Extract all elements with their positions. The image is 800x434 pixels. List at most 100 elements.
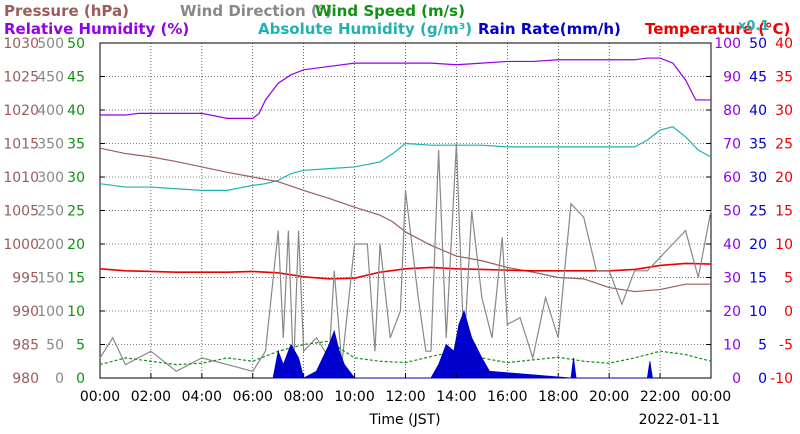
y-tick-label-temperature: 5 [784, 271, 793, 287]
series-layer [99, 57, 712, 379]
series-relative-humidity [100, 57, 711, 119]
y-tick-label-pressure: 1000 [3, 237, 39, 253]
y-tick-label-temperature: -10 [770, 371, 793, 387]
legend-entry: x0.1 [738, 19, 769, 34]
y-tick-label-wind-speed: 40 [67, 103, 85, 119]
y-tick-label-pressure: 1015 [3, 137, 39, 153]
legend-entry: Rain Rate(mm/h) [478, 20, 621, 38]
y-tick-label-temperature: 35 [775, 70, 793, 86]
y-tick-label-rain-rate: 45 [749, 70, 767, 86]
series-rain-rate-mm-h [272, 309, 653, 379]
series-wind-direction [99, 143, 712, 373]
legend-entry: Wind Direction (°) [180, 2, 332, 20]
x-axis-label: Time (JST) [368, 412, 440, 428]
y-tick-label-pressure: 980 [12, 371, 39, 387]
y-tick-label-wind-speed: 30 [67, 170, 85, 186]
y-tick-label-relative-humidity: 20 [723, 304, 741, 320]
y-tick-label-pressure: 1025 [3, 70, 39, 86]
y-tick-label-wind-speed: 25 [67, 204, 85, 220]
y-tick-label-pressure: 1010 [3, 170, 39, 186]
y-tick-label-wind-speed: 10 [67, 304, 85, 320]
x-axis: 00:00 02:00 04:00 06:00 08:00 10:00 12:00 14:00… [80, 373, 731, 405]
series-absolute-humidity-g-m [99, 126, 712, 191]
y-tick-label-wind-direction: 50 [46, 338, 64, 354]
y-tick-label-wind-direction: 450 [37, 70, 64, 86]
y-tick-label-temperature: -5 [779, 338, 793, 354]
y-tick-label-wind-speed: 45 [67, 70, 85, 86]
y-tick-label-pressure: 995 [12, 271, 39, 287]
legend-entry: Relative Humidity (%) [4, 20, 189, 38]
y-tick-label-pressure: 1030 [3, 36, 39, 52]
y-tick-label-temperature: 0 [784, 304, 793, 320]
legend: Pressure (hPa) Wind Direction (°)Wind Spe… [4, 2, 790, 38]
series-wind-speed-m-s [99, 340, 712, 366]
y-tick-label-wind-direction: 150 [37, 271, 64, 287]
y-tick-label-wind-speed: 20 [67, 237, 85, 253]
y-tick-label-relative-humidity: 80 [723, 103, 741, 119]
x-tick-label: 08:00 [283, 389, 323, 405]
series-pressure-hpa [99, 147, 711, 293]
y-tick-label-rain-rate: 10 [749, 304, 767, 320]
legend-entry: Absolute Humidity (g/m³) [258, 20, 472, 38]
y-tick-label-wind-direction: 100 [37, 304, 64, 320]
x-tick-label: 00:00 [80, 389, 120, 405]
y-tick-label-wind-direction: 300 [37, 170, 64, 186]
y-tick-label-temperature: 15 [775, 204, 793, 220]
y-tick-label-temperature: 25 [775, 137, 793, 153]
y-tick-label-wind-direction: 200 [37, 237, 64, 253]
y-tick-label-pressure: 1020 [3, 103, 39, 119]
x-tick-label: 10:00 [334, 389, 374, 405]
y-tick-label-relative-humidity: 30 [723, 271, 741, 287]
y-tick-label-relative-humidity: 10 [723, 338, 741, 354]
y-axes: 1030102510201015101010051000995990985980… [3, 36, 793, 387]
legend-entry: Temperature (°C) [645, 20, 790, 38]
y-tick-label-rain-rate: 40 [749, 103, 767, 119]
y-tick-label-wind-speed: 15 [67, 271, 85, 287]
x-tick-label: 16:00 [487, 389, 527, 405]
y-tick-label-relative-humidity: 0 [732, 371, 741, 387]
date-label: 2022-01-11 [639, 412, 720, 428]
y-tick-label-relative-humidity: 40 [723, 237, 741, 253]
legend-entry: Pressure (hPa) [4, 2, 129, 20]
y-tick-label-relative-humidity: 60 [723, 170, 741, 186]
y-tick-label-rain-rate: 35 [749, 137, 767, 153]
y-tick-label-wind-direction: 500 [37, 36, 64, 52]
y-tick-label-pressure: 985 [12, 338, 39, 354]
y-tick-label-pressure: 990 [12, 304, 39, 320]
y-tick-label-temperature: 10 [775, 237, 793, 253]
y-tick-label-wind-direction: 0 [55, 371, 64, 387]
y-tick-label-rain-rate: 25 [749, 204, 767, 220]
y-tick-label-temperature: 30 [775, 103, 793, 119]
x-tick-label: 14:00 [436, 389, 476, 405]
y-tick-label-relative-humidity: 100 [714, 36, 741, 52]
x-tick-label: 12:00 [385, 389, 425, 405]
y-tick-label-wind-speed: 5 [76, 338, 85, 354]
y-tick-label-temperature: 40 [775, 36, 793, 52]
y-tick-label-wind-direction: 400 [37, 103, 64, 119]
y-tick-label-relative-humidity: 90 [723, 70, 741, 86]
legend-entry: Wind Speed (m/s) [315, 2, 465, 20]
x-tick-label: 18:00 [538, 389, 578, 405]
y-tick-label-wind-direction: 250 [37, 204, 64, 220]
x-tick-label: 00:00 [691, 389, 731, 405]
y-tick-label-wind-speed: 50 [67, 36, 85, 52]
y-tick-label-wind-speed: 35 [67, 137, 85, 153]
y-tick-label-rain-rate: 20 [749, 237, 767, 253]
y-tick-label-wind-speed: 0 [76, 371, 85, 387]
x-tick-label: 04:00 [182, 389, 222, 405]
y-tick-label-rain-rate: 5 [758, 338, 767, 354]
y-tick-label-relative-humidity: 70 [723, 137, 741, 153]
x-tick-label: 06:00 [233, 389, 273, 405]
y-tick-label-temperature: 20 [775, 170, 793, 186]
y-tick-label-rain-rate: 50 [749, 36, 767, 52]
y-tick-label-pressure: 1005 [3, 204, 39, 220]
y-tick-label-rain-rate: 0 [758, 371, 767, 387]
y-tick-label-rain-rate: 15 [749, 271, 767, 287]
x-tick-label: 20:00 [589, 389, 629, 405]
x-tick-label: 22:00 [640, 389, 680, 405]
y-tick-label-rain-rate: 30 [749, 170, 767, 186]
y-tick-label-wind-direction: 350 [37, 137, 64, 153]
y-tick-label-relative-humidity: 50 [723, 204, 741, 220]
x-tick-label: 02:00 [131, 389, 171, 405]
